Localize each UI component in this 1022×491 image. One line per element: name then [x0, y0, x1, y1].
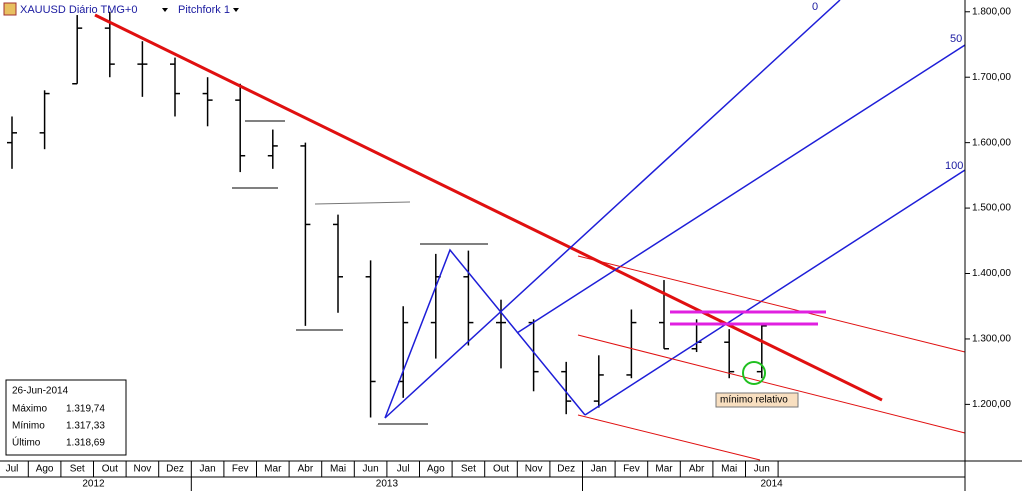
channel-line	[577, 255, 966, 353]
pitchfork-line	[516, 44, 966, 334]
pitchfork-line	[384, 0, 841, 419]
x-tick-label: Mar	[264, 464, 282, 475]
x-tick-label: Jul	[397, 464, 410, 475]
x-tick-label: Dez	[557, 464, 575, 475]
drawings	[94, 0, 966, 461]
trendline	[94, 13, 883, 402]
x-tick-label: Abr	[298, 464, 314, 475]
info-key: Último	[12, 436, 41, 449]
fork-label: 50	[950, 33, 962, 45]
note: mínimo relativo	[720, 395, 788, 406]
x-tick-label: Fev	[623, 464, 640, 475]
x-tick-label: Mai	[721, 464, 737, 475]
x-tick-label: Out	[493, 464, 509, 475]
x-tick-label: Nov	[134, 464, 152, 475]
y-tick-label: 1.400,00	[972, 268, 1011, 279]
y-tick-label: 1.600,00	[972, 137, 1011, 148]
y-tick-label: 1.800,00	[972, 6, 1011, 17]
x-tick-label: Jul	[6, 464, 19, 475]
year-label: 2013	[376, 479, 399, 490]
symbol-icon	[3, 2, 17, 16]
channel-line	[577, 414, 761, 461]
note-box	[715, 392, 799, 408]
x-tick-label: Out	[102, 464, 118, 475]
year-label: 2012	[82, 479, 105, 490]
info-value: 1.318,69	[66, 438, 105, 449]
tool[interactable]: Pitchfork 1	[178, 4, 230, 16]
x-tick-label: Mai	[330, 464, 346, 475]
info-key: Máximo	[12, 404, 47, 415]
pitchfork-handle	[384, 248, 586, 419]
x-tick-label: Mar	[655, 464, 673, 475]
channel-line	[577, 334, 966, 434]
symbol[interactable]: XAUUSD Diário TMG+0	[20, 4, 137, 16]
x-tick-label: Jun	[363, 464, 379, 475]
pitchfork-line	[584, 169, 966, 416]
year-label: 2014	[760, 479, 783, 490]
x-tick-label: Abr	[689, 464, 705, 475]
x-tick-label: Set	[70, 464, 85, 475]
info-value: 1.319,74	[66, 404, 105, 415]
x-tick-label: Jan	[200, 464, 216, 475]
dropdown-arrow[interactable]	[233, 8, 239, 12]
x-tick-label: Ago	[427, 464, 445, 475]
info-key: Mínimo	[12, 421, 45, 432]
x-tick-label: Fev	[232, 464, 249, 475]
dropdown-arrow[interactable]	[162, 8, 168, 12]
info-value: 1.317,33	[66, 421, 105, 432]
fork-label: 100	[945, 160, 963, 172]
info-date: 26-Jun-2014	[12, 386, 69, 397]
level-line	[314, 201, 411, 205]
info-box	[5, 379, 127, 456]
x-tick-label: Dez	[166, 464, 184, 475]
y-tick-label: 1.200,00	[972, 399, 1011, 410]
y-tick-label: 1.500,00	[972, 203, 1011, 214]
x-tick-label: Jun	[754, 464, 770, 475]
x-tick-label: Set	[461, 464, 476, 475]
x-tick-label: Nov	[525, 464, 543, 475]
fork-label: 0	[812, 1, 818, 13]
y-tick-label: 1.700,00	[972, 72, 1011, 83]
x-tick-label: Ago	[36, 464, 54, 475]
highlight-circle	[742, 361, 766, 385]
y-tick-label: 1.300,00	[972, 334, 1011, 345]
x-tick-label: Jan	[591, 464, 607, 475]
